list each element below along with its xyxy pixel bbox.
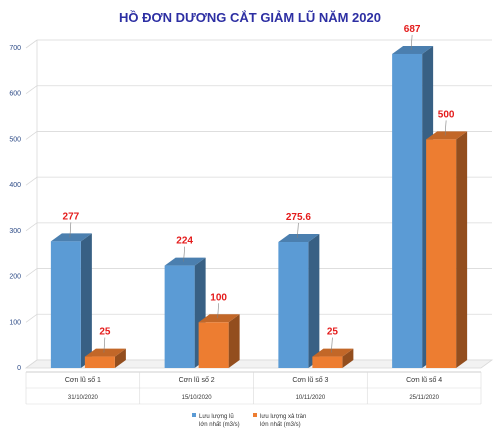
bar-side	[342, 348, 354, 368]
bar-spillway-flow	[198, 314, 240, 368]
gridline-side	[25, 85, 38, 95]
bar-front	[50, 241, 81, 368]
legend-label: Lưu lượng lũ lớn nhất (m3/s)	[199, 414, 240, 428]
y-tick-label: 400	[9, 182, 21, 189]
bar-side	[456, 131, 468, 368]
gridline-side	[25, 39, 38, 49]
value-label-leader	[217, 303, 219, 319]
bar-front	[426, 139, 457, 368]
bar-side	[114, 348, 126, 368]
bar-spillway-flow	[426, 131, 468, 368]
gridline-side	[25, 222, 38, 232]
bar-top	[164, 257, 206, 266]
category-date: 10/11/2020	[296, 395, 326, 401]
value-label-leader	[444, 120, 447, 136]
gridline-side	[25, 268, 38, 277]
value-label-leader	[183, 246, 185, 262]
bar-side	[80, 233, 92, 368]
value-label-leader	[103, 337, 106, 353]
chart-title: HỒ ĐƠN DƯƠNG CẮT GIẢM LŨ NĂM 2020	[119, 10, 381, 25]
legend-label: lưu lượng xả tràn lớn nhất (m3/s)	[260, 414, 306, 428]
category-label: Cơn lũ số 4	[406, 375, 442, 384]
bar-peak-flow	[50, 233, 92, 368]
bar-front	[278, 242, 309, 368]
value-label-leader	[69, 222, 72, 238]
value-label: 25	[99, 327, 111, 338]
value-label: 275.6	[286, 212, 311, 223]
legend-swatch	[253, 413, 257, 417]
legend: Lưu lượng lũ lớn nhất (m3/s) lưu lượng xả …	[192, 413, 306, 428]
y-tick-label: 500	[9, 136, 21, 143]
gridline-side	[25, 131, 38, 140]
bar-top	[426, 131, 468, 140]
y-tick-label: 600	[9, 91, 21, 98]
bars	[50, 45, 468, 368]
bar-top	[50, 233, 92, 242]
category-date: 25/11/2020	[409, 395, 439, 401]
category-label: Cơn lũ số 1	[65, 375, 101, 384]
legend-swatch	[192, 413, 196, 417]
value-label: 277	[63, 211, 80, 222]
value-label: 500	[438, 109, 455, 120]
value-label-leader	[297, 222, 299, 239]
bar-top	[392, 45, 434, 54]
bar-side	[228, 314, 240, 368]
bar-front	[84, 356, 115, 368]
value-labels: 277 224 275.6 687 25 100 25 500	[63, 24, 455, 353]
bar-top	[312, 348, 354, 357]
value-label-leader	[331, 337, 333, 353]
bar-spillway-flow	[84, 348, 126, 368]
bar-front	[392, 53, 423, 368]
y-tick-label: 200	[9, 274, 21, 281]
category-label: Cơn lũ số 3	[292, 375, 328, 384]
value-label: 100	[210, 292, 227, 303]
category-date: 31/10/2020	[68, 395, 99, 401]
y-tick-label: 700	[9, 45, 21, 52]
value-label-leader	[410, 34, 413, 50]
bar-top	[84, 348, 126, 357]
bar-side	[308, 234, 320, 368]
value-label: 25	[327, 327, 339, 338]
y-axis: 0 100 200 300 400 500 600 700	[9, 45, 21, 372]
bar-front	[164, 265, 195, 368]
bar-front	[198, 322, 229, 368]
bar-top	[198, 314, 240, 323]
bar-peak-flow	[278, 234, 320, 368]
y-tick-label: 300	[9, 228, 21, 235]
category-label: Cơn lũ số 2	[179, 375, 215, 384]
bar-top	[278, 234, 320, 243]
bar-spillway-flow	[312, 348, 354, 368]
y-tick-label: 100	[9, 319, 21, 326]
category-date: 15/10/2020	[182, 395, 213, 401]
bar-front	[312, 356, 343, 368]
gridline-side	[25, 176, 38, 186]
gridline-side	[25, 313, 38, 323]
value-label: 687	[404, 24, 421, 35]
value-label: 224	[176, 236, 193, 247]
y-tick-label: 0	[17, 365, 21, 372]
x-axis: Cơn lũ số 1 31/10/2020 Cơn lũ số 2 15/10/20…	[25, 371, 482, 405]
